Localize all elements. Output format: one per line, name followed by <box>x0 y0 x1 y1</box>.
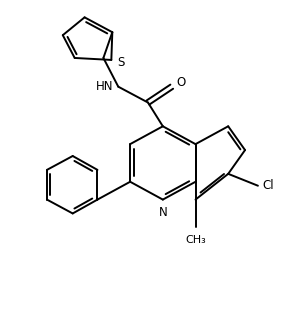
Text: S: S <box>117 57 125 69</box>
Text: HN: HN <box>96 80 113 93</box>
Text: CH₃: CH₃ <box>185 235 206 245</box>
Text: N: N <box>159 206 167 219</box>
Text: O: O <box>177 76 186 89</box>
Text: Cl: Cl <box>262 179 274 192</box>
